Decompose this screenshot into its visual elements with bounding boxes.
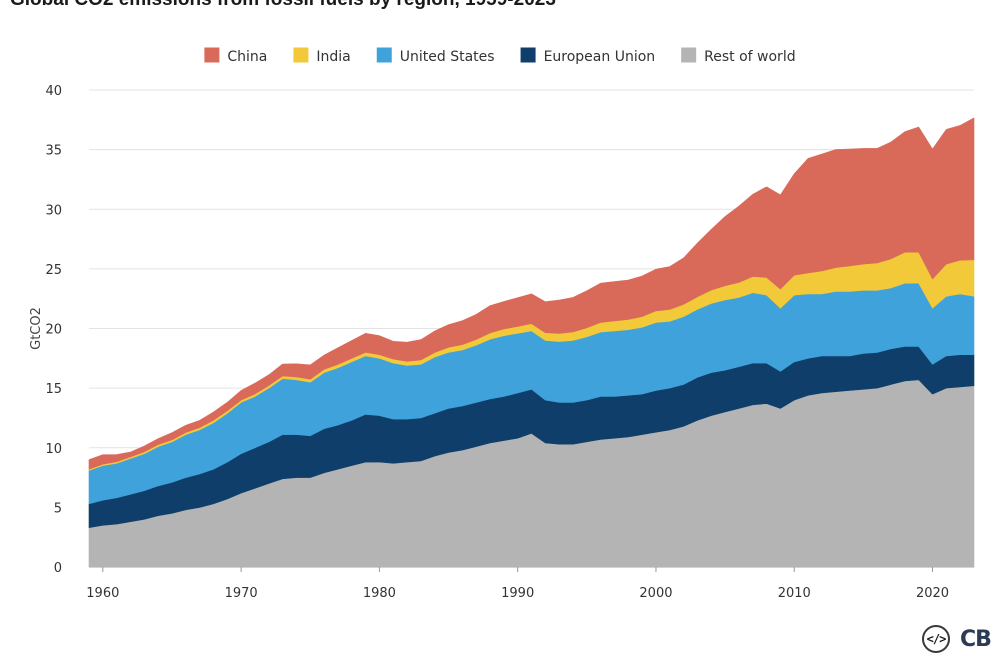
y-tick-label: 35 — [45, 144, 62, 159]
legend-swatch-european-union — [520, 47, 536, 63]
y-tick-label: 5 — [54, 501, 62, 516]
legend-label-china: China — [227, 49, 267, 65]
legend-label-india: India — [316, 49, 350, 65]
x-tick-label: 1990 — [501, 586, 534, 601]
x-tick-label: 2020 — [916, 586, 949, 601]
legend-swatch-united-states — [376, 47, 392, 63]
legend-label-united-states: United States — [400, 49, 495, 65]
x-tick-label: 1980 — [363, 586, 396, 601]
y-tick-label: 0 — [54, 561, 62, 576]
code-embed-icon[interactable]: </> — [922, 625, 950, 653]
legend-swatch-india — [293, 47, 309, 63]
legend-swatch-rest-of-world — [681, 47, 697, 63]
area-series — [88, 117, 975, 568]
legend-label-rest-of-world: Rest of world — [704, 49, 795, 65]
y-tick-label: 40 — [45, 84, 62, 99]
axes: 0 5 10 15 20 25 30 35 40 1960 1970 1980 1990 2000 2010… — [29, 84, 949, 601]
y-tick-label: 10 — [45, 442, 62, 457]
chart-title: Global CO2 emissions from fossil fuels b… — [10, 0, 556, 11]
y-tick-label: 15 — [45, 382, 62, 397]
carbon-brief-logo: CB — [960, 626, 992, 652]
x-tick-label: 1960 — [86, 586, 119, 601]
y-tick-label: 20 — [45, 323, 62, 338]
area-china — [88, 117, 975, 470]
legend-label-european-union: European Union — [544, 49, 656, 65]
x-tick-label: 2000 — [639, 586, 672, 601]
x-tick-label: 1970 — [225, 586, 258, 601]
y-tick-label: 25 — [45, 263, 62, 278]
x-tick-label: 2010 — [778, 586, 811, 601]
y-tick-label: 30 — [45, 203, 62, 218]
legend: China India United States European Union Res… — [204, 47, 796, 65]
legend-swatch-china — [204, 47, 220, 63]
y-axis-label: GtCO2 — [29, 307, 44, 350]
